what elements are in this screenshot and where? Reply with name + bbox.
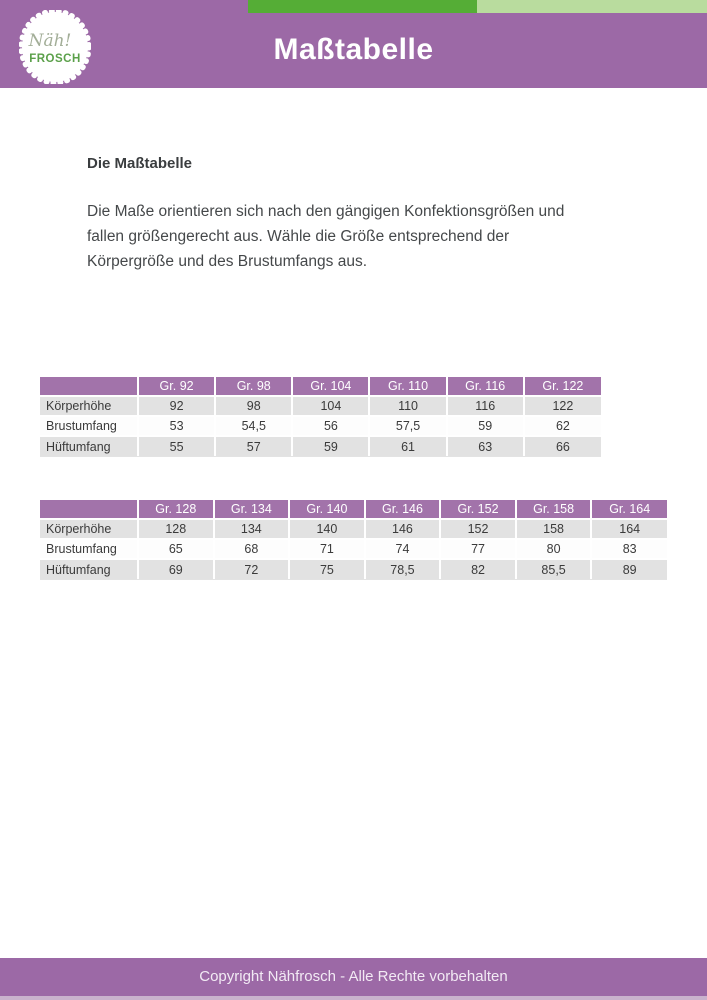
- cell-value: 61: [369, 436, 448, 456]
- column-header: Gr. 122: [523, 377, 601, 397]
- page-header: Näh! FROSCH Maßtabelle: [0, 0, 707, 88]
- column-header: Gr. 128: [138, 500, 215, 520]
- column-header: Gr. 110: [369, 377, 448, 397]
- intro-heading: Die Maßtabelle: [87, 155, 193, 172]
- column-header: Gr. 152: [440, 500, 517, 520]
- cell-value: 146: [364, 519, 442, 540]
- footer-accent-strip: [0, 996, 707, 1000]
- size-table-92-122: Gr. 92 Gr. 98 Gr. 104 Gr. 110 Gr. 116 Gr. 122…: [40, 377, 601, 456]
- measurement-table: Gr. 128 Gr. 134 Gr. 140 Gr. 146 Gr. 152 Gr. 1…: [40, 500, 667, 579]
- column-header: Gr. 134: [213, 500, 291, 520]
- cell-value: 74: [364, 539, 442, 560]
- cell-value: 85,5: [515, 559, 593, 579]
- copyright-text: Copyright Nähfrosch - Alle Rechte vorbeh…: [199, 968, 508, 985]
- intro-paragraph: Die Maße orientieren sich nach den gängi…: [87, 203, 565, 270]
- naehfrosch-logo: Näh! FROSCH: [19, 10, 91, 84]
- cell-value: 92: [138, 396, 217, 417]
- row-label: Körperhöhe: [40, 396, 139, 417]
- size-table-128-164: Gr. 128 Gr. 134 Gr. 140 Gr. 146 Gr. 152 Gr. 1…: [40, 500, 667, 579]
- logo-script-text: Näh!: [28, 31, 72, 51]
- table-header-row: Gr. 92 Gr. 98 Gr. 104 Gr. 110 Gr. 116 Gr. 122: [40, 377, 601, 397]
- column-header: Gr. 164: [591, 500, 667, 520]
- column-header: Gr. 98: [215, 377, 294, 397]
- cell-value: 53: [138, 416, 217, 437]
- column-header: Gr. 140: [289, 500, 366, 520]
- column-header: Gr. 146: [364, 500, 442, 520]
- cell-value: 65: [138, 539, 215, 560]
- cell-value: 59: [292, 436, 371, 456]
- cell-value: 62: [523, 416, 601, 437]
- cell-value: 116: [446, 396, 525, 417]
- table-row: Hüftumfang 69 72 75 78,5 82 85,5 89: [40, 559, 667, 579]
- cell-value: 82: [440, 559, 517, 579]
- cell-value: 75: [289, 559, 366, 579]
- column-header: Gr. 104: [292, 377, 371, 397]
- cell-value: 57: [215, 436, 294, 456]
- table-row: Hüftumfang 55 57 59 61 63 66: [40, 436, 601, 456]
- column-header-empty: [40, 377, 139, 397]
- row-label: Hüftumfang: [40, 436, 139, 456]
- table-header-row: Gr. 128 Gr. 134 Gr. 140 Gr. 146 Gr. 152 Gr. 1…: [40, 500, 667, 520]
- page-footer: Copyright Nähfrosch - Alle Rechte vorbeh…: [0, 958, 707, 1000]
- cell-value: 69: [138, 559, 215, 579]
- cell-value: 134: [213, 519, 291, 540]
- row-label: Hüftumfang: [40, 559, 139, 579]
- cell-value: 59: [446, 416, 525, 437]
- table-row: Brustumfang 53 54,5 56 57,5 59 62: [40, 416, 601, 437]
- cell-value: 80: [515, 539, 593, 560]
- cell-value: 55: [138, 436, 217, 456]
- accent-bar-light-green: [477, 0, 707, 13]
- cell-value: 66: [523, 436, 601, 456]
- row-label: Brustumfang: [40, 539, 139, 560]
- page-title: Maßtabelle: [273, 33, 434, 66]
- cell-value: 83: [591, 539, 667, 560]
- cell-value: 72: [213, 559, 291, 579]
- cell-value: 98: [215, 396, 294, 417]
- cell-value: 54,5: [215, 416, 294, 437]
- cell-value: 89: [591, 559, 667, 579]
- cell-value: 158: [515, 519, 593, 540]
- cell-value: 78,5: [364, 559, 442, 579]
- cell-value: 122: [523, 396, 601, 417]
- cell-value: 77: [440, 539, 517, 560]
- column-header: Gr. 92: [138, 377, 217, 397]
- cell-value: 71: [289, 539, 366, 560]
- cell-value: 56: [292, 416, 371, 437]
- cell-value: 128: [138, 519, 215, 540]
- row-label: Körperhöhe: [40, 519, 139, 540]
- column-header-empty: [40, 500, 139, 520]
- cell-value: 110: [369, 396, 448, 417]
- table-row: Brustumfang 65 68 71 74 77 80 83: [40, 539, 667, 560]
- scalloped-edge: [19, 10, 91, 84]
- measurement-table: Gr. 92 Gr. 98 Gr. 104 Gr. 110 Gr. 116 Gr. 122…: [40, 377, 601, 456]
- cell-value: 152: [440, 519, 517, 540]
- row-label: Brustumfang: [40, 416, 139, 437]
- column-header: Gr. 158: [515, 500, 593, 520]
- column-header: Gr. 116: [446, 377, 525, 397]
- logo-name-text: FROSCH: [29, 53, 81, 65]
- cell-value: 140: [289, 519, 366, 540]
- accent-bar-dark-green: [248, 0, 477, 13]
- table-row: Körperhöhe 92 98 104 110 116 122: [40, 396, 601, 417]
- cell-value: 104: [292, 396, 371, 417]
- cell-value: 164: [591, 519, 667, 540]
- cell-value: 68: [213, 539, 291, 560]
- table-row: Körperhöhe 128 134 140 146 152 158 164: [40, 519, 667, 540]
- cell-value: 57,5: [369, 416, 448, 437]
- cell-value: 63: [446, 436, 525, 456]
